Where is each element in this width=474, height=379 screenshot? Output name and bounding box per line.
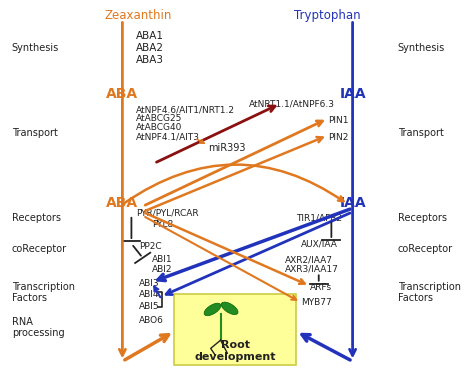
Text: Transcription: Transcription [12,282,75,291]
Text: AtABCG25: AtABCG25 [136,114,182,123]
FancyBboxPatch shape [174,294,296,365]
Text: ABO6: ABO6 [139,316,164,325]
Text: PIN2: PIN2 [328,133,348,143]
Text: Synthesis: Synthesis [12,42,59,53]
Text: ABA: ABA [106,196,138,210]
Text: coReceptor: coReceptor [12,244,67,254]
Text: Receptors: Receptors [12,213,61,222]
Text: Tryptophan: Tryptophan [294,9,361,22]
Text: ARFs: ARFs [310,283,332,292]
Text: ABA: ABA [106,87,138,101]
Text: ABA3: ABA3 [136,55,164,65]
Text: Factors: Factors [398,293,433,303]
Text: Root: Root [221,340,250,350]
Text: Receptors: Receptors [398,213,447,222]
Text: Transcription: Transcription [398,282,461,291]
Text: miR393: miR393 [208,143,246,153]
Text: AUX/IAA: AUX/IAA [301,239,337,248]
Text: Synthesis: Synthesis [398,42,445,53]
Text: AXR2/IAA7: AXR2/IAA7 [285,255,333,264]
Text: AtNPF4.6/AIT1/NRT1.2: AtNPF4.6/AIT1/NRT1.2 [136,105,235,114]
Text: AtNPF4.1/AIT3: AtNPF4.1/AIT3 [136,132,200,141]
Text: PYR/PYL/RCAR: PYR/PYL/RCAR [136,208,199,218]
Text: PP2C: PP2C [139,242,162,251]
Text: ABI2: ABI2 [152,265,172,274]
Ellipse shape [221,302,238,315]
Text: ABA2: ABA2 [136,43,164,53]
Ellipse shape [204,303,221,316]
Text: Transport: Transport [398,128,444,138]
Text: development: development [194,351,276,362]
Text: coReceptor: coReceptor [398,244,453,254]
Text: Transport: Transport [12,128,58,138]
Text: IAA: IAA [339,196,366,210]
Text: ABI5: ABI5 [139,302,160,310]
Text: AtABCG40: AtABCG40 [136,123,182,132]
Text: Zeaxanthin: Zeaxanthin [104,9,172,22]
Text: Factors: Factors [12,293,47,303]
Text: ABI4: ABI4 [139,290,160,299]
Text: AXR3/IAA17: AXR3/IAA17 [285,265,339,274]
Text: RNA: RNA [12,317,33,327]
Text: ABI3: ABI3 [139,279,160,288]
Text: AtNRT1.1/AtNPF6.3: AtNRT1.1/AtNPF6.3 [249,99,335,108]
Text: ABA1: ABA1 [136,31,164,41]
Text: IAA: IAA [339,87,366,101]
Text: processing: processing [12,328,64,338]
Text: MYB77: MYB77 [301,298,331,307]
Text: TIR1/AFB2: TIR1/AFB2 [296,213,342,222]
Text: PYL8: PYL8 [152,221,173,229]
Text: PIN1: PIN1 [328,116,348,125]
Text: ABI1: ABI1 [152,255,173,264]
